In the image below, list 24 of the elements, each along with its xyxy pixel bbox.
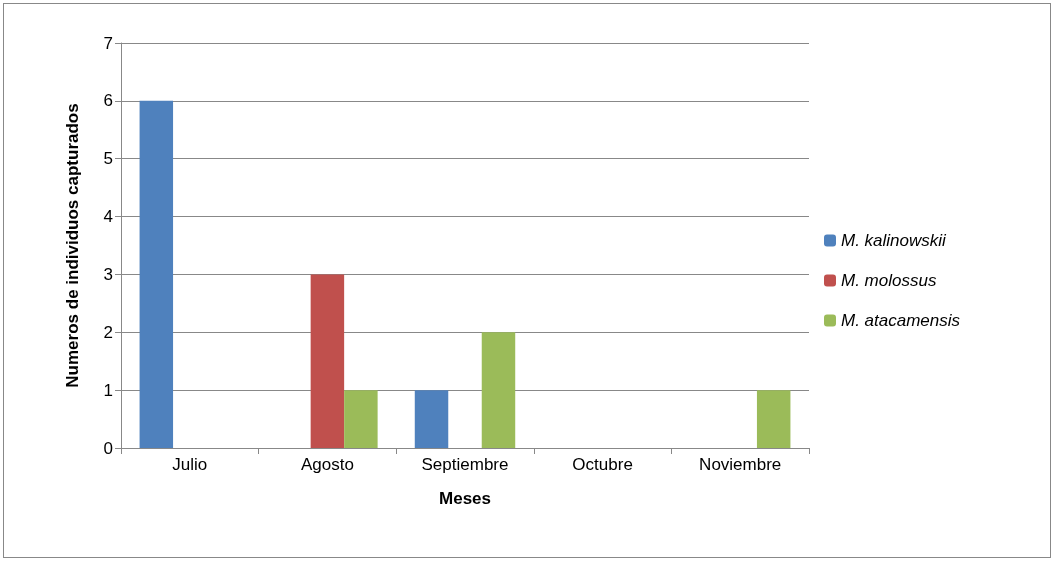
legend-label: M. atacamensis <box>841 311 961 330</box>
y-axis-title: Numeros de individuos capturados <box>63 103 82 388</box>
y-tick-label: 1 <box>103 380 113 400</box>
y-tick-label: 0 <box>103 438 113 458</box>
bar <box>481 332 516 448</box>
y-tick-label: 5 <box>103 149 113 169</box>
bar <box>310 274 345 448</box>
y-tick-label: 4 <box>103 207 113 227</box>
y-tick-label: 2 <box>103 322 113 342</box>
y-tick-label: 7 <box>103 33 113 53</box>
x-tick-label: Septiembre <box>421 455 509 474</box>
legend-label: M. kalinowskii <box>841 231 948 250</box>
y-tick-label: 3 <box>103 264 113 284</box>
legend-label: M. molossus <box>841 271 937 290</box>
y-tick-label: 6 <box>103 91 113 111</box>
x-axis-title: Meses <box>439 489 491 508</box>
bar <box>139 100 174 448</box>
x-tick-label: Octubre <box>572 455 633 474</box>
bar <box>344 390 378 448</box>
x-tick-label: Agosto <box>300 455 354 474</box>
x-tick-label: Julio <box>172 455 208 474</box>
bar <box>414 390 449 448</box>
x-tick-label: Noviembre <box>699 455 782 474</box>
bar <box>756 390 791 448</box>
